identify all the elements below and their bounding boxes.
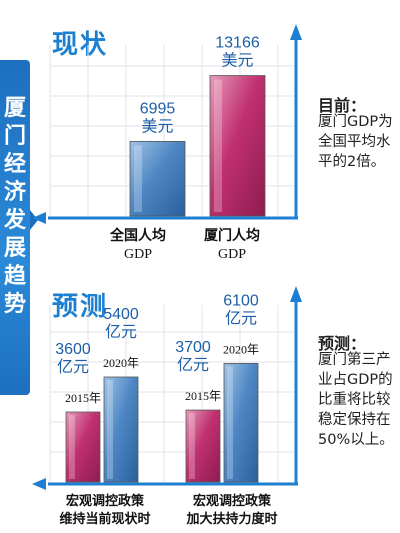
bottom-category-label-2-line2: 加大扶持力度时 (185, 511, 277, 526)
top-section-title: 现状 (52, 30, 109, 60)
top-category-label-2-line1: 厦门人均 (204, 227, 260, 244)
top-bar-2 (209, 75, 266, 217)
bottom-bar-group2-series1-highlight (189, 413, 195, 479)
bottom-year-label-g2-s1: 2015年 (185, 389, 221, 403)
bottom-year-label-g1-s2: 2020年 (103, 356, 139, 370)
top-category-label-1-line2: GDP (124, 247, 152, 262)
bottom-category-label-1-line2: 维持当前现状时 (59, 511, 150, 526)
bottom-category-label-1-line1: 宏观调控政策 (66, 493, 145, 508)
bottom-value-label-g2-s1: 3700 (175, 339, 211, 356)
bottom-value-label-g1-s1: 3600 (55, 341, 91, 358)
side-title: 厦门经济发展趋势 (3, 96, 26, 317)
bottom-year-label-g2-s2: 2020年 (223, 342, 259, 356)
bottom-y-axis-arrow (290, 286, 302, 302)
bottom-bar-group1-series2 (103, 376, 139, 483)
side-banner (0, 60, 38, 395)
forecast-note-title: 预测： (318, 334, 367, 353)
bottom-unit-label-g2-s2: 亿元 (225, 308, 257, 327)
bottom-bar-group1-series1 (65, 411, 101, 483)
top-category-label-2-line2: GDP (218, 247, 246, 262)
bottom-unit-label-g2-s1: 亿元 (177, 355, 209, 374)
bottom-unit-label-g1-s1: 亿元 (57, 357, 89, 376)
forecast-note-body: 厦门第三产业占GDP的比重将比较稳定保持在50%以上。 (318, 352, 394, 448)
top-y-axis-arrow (290, 24, 302, 40)
top-category-label-1-line1: 全国人均 (109, 227, 166, 244)
top-chart-axes (32, 24, 302, 224)
bottom-bar-group1-series2-highlight (107, 380, 113, 479)
bottom-year-label-g1-s1: 2015年 (65, 391, 101, 405)
bottom-section-title: 预测 (52, 292, 109, 322)
current-note-title: 目前： (318, 96, 367, 115)
top-value-label-2: 13166 (215, 35, 260, 52)
bottom-bar-group1-series1-highlight (69, 415, 75, 479)
top-bar-2-highlight (214, 79, 222, 212)
top-unit-label-2: 美元 (221, 51, 253, 70)
top-bar-1-highlight (134, 145, 142, 212)
bottom-bar-group2-series2-highlight (227, 366, 233, 479)
bottom-unit-label-g1-s2: 亿元 (105, 322, 137, 341)
top-x-axis-arrow (32, 212, 46, 224)
top-unit-label-1: 美元 (141, 116, 173, 135)
bottom-category-label-2-line1: 宏观调控政策 (193, 493, 272, 508)
top-bar-1 (129, 140, 186, 217)
bottom-x-axis-arrow (32, 478, 46, 490)
bottom-chart-axes (32, 286, 302, 490)
bottom-bar-group2-series2 (223, 362, 259, 483)
bottom-value-label-g2-s2: 6100 (223, 292, 259, 309)
bottom-chart-bars: 3600亿元2015年3700亿元2015年5400亿元2020年6100亿元2… (55, 292, 259, 483)
bottom-value-label-g1-s2: 5400 (103, 306, 139, 323)
top-value-label-1: 6995 (140, 100, 176, 117)
current-note-body: 厦门GDP为全国平均水平的2倍。 (318, 114, 393, 170)
bottom-bar-group2-series1 (185, 409, 221, 483)
